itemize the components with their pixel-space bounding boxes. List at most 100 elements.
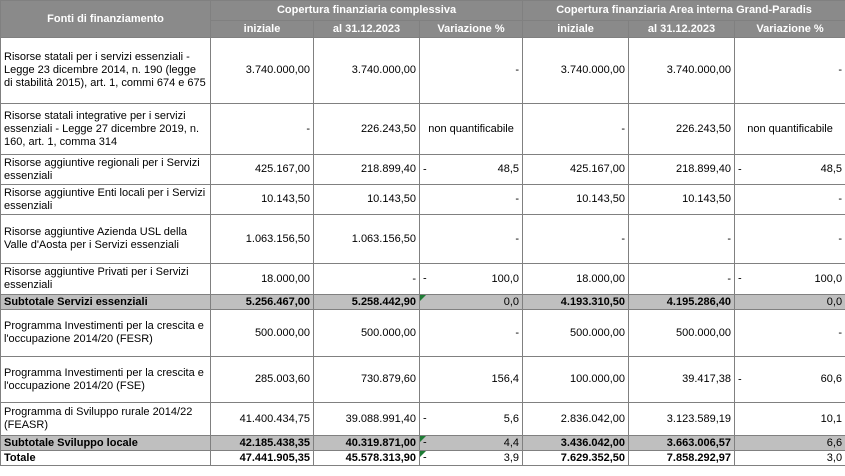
cell-variazione: - 100,0	[734, 263, 845, 295]
cell-variazione: 0,0	[418, 294, 524, 310]
value: -	[515, 193, 520, 205]
negative-sign: -	[423, 436, 427, 449]
row-label: Risorse statali per i servizi essenziali…	[0, 37, 211, 104]
value: 156,4	[491, 373, 520, 385]
negative-sign: -	[423, 412, 427, 425]
cell-iniziale: 10.143,50	[210, 184, 314, 215]
cell-variazione: -	[418, 184, 524, 215]
cell-al-31-12-2023: 3.663.006,57	[628, 435, 736, 451]
cell-al-31-12-2023: 10.143,50	[313, 184, 420, 215]
row-label: Subtotale Servizi essenziali	[0, 294, 211, 310]
subtotal-row: Subtotale Servizi essenziali 5.256.467,0…	[0, 294, 845, 310]
row-label: Risorse aggiuntive regionali per i Servi…	[0, 154, 211, 185]
header-row-label: Fonti di finanziamento	[0, 0, 211, 38]
value: -	[838, 326, 843, 339]
cell-al-31-12-2023: 3.740.000,00	[628, 37, 736, 104]
col-header-iniziale: iniziale	[522, 20, 630, 38]
cell-variazione: -	[734, 37, 845, 104]
negative-sign: -	[738, 163, 742, 175]
cell-iniziale: 7.629.352,50	[522, 450, 630, 466]
value: 6,6	[826, 436, 843, 449]
col-header-variazione: Variazione %	[418, 20, 524, 38]
cell-iniziale: -	[522, 214, 630, 264]
value: 4,4	[503, 436, 520, 449]
cell-variazione: non quantificabile	[734, 103, 845, 155]
cell-comment-marker	[420, 451, 426, 457]
cell-al-31-12-2023: 3.123.589,19	[628, 402, 736, 436]
cell-variazione: -	[734, 184, 845, 215]
financing-table: Fonti di finanziamento Copertura finanzi…	[0, 0, 845, 466]
cell-iniziale: 4.193.310,50	[522, 294, 630, 310]
cell-variazione: -	[418, 37, 524, 104]
cell-al-31-12-2023: 39.417,38	[628, 356, 736, 403]
col-header-iniziale: iniziale	[210, 20, 314, 38]
total-row: Totale 47.441.905,35 45.578.313,90 -3,9 …	[0, 450, 845, 466]
negative-sign: -	[738, 272, 742, 285]
cell-variazione: - 48,5	[418, 154, 524, 185]
table-row: Programma Investimenti per la crescita e…	[0, 356, 845, 403]
value: 60,6	[820, 373, 843, 385]
cell-iniziale: 100.000,00	[522, 356, 630, 403]
cell-iniziale: 10.143,50	[522, 184, 630, 215]
cell-al-31-12-2023: -	[628, 263, 736, 295]
header-row-groups: Fonti di finanziamento Copertura finanzi…	[0, 0, 845, 38]
col-header-variazione: Variazione %	[734, 20, 845, 38]
row-label: Risorse aggiuntive Enti locali per i Ser…	[0, 184, 211, 215]
cell-variazione: 10,1	[734, 402, 845, 436]
cell-variazione: 3,0	[734, 450, 845, 466]
cell-iniziale: 47.441.905,35	[210, 450, 314, 466]
value: non quantificabile	[747, 122, 833, 135]
cell-iniziale: 5.256.467,00	[210, 294, 314, 310]
cell-variazione: - 48,5	[734, 154, 845, 185]
cell-iniziale: 2.836.042,00	[522, 402, 630, 436]
table-row: Risorse statali integrative per i serviz…	[0, 103, 845, 155]
cell-iniziale: 41.400.434,75	[210, 402, 314, 436]
row-label: Risorse aggiuntive Azienda USL della Val…	[0, 214, 211, 264]
cell-iniziale: 1.063.156,50	[210, 214, 314, 264]
cell-al-31-12-2023: 218.899,40	[628, 154, 736, 185]
cell-variazione: - 5,6	[418, 402, 524, 436]
header-row-columns: iniziale al 31.12.2023 Variazione % iniz…	[1, 20, 845, 38]
cell-al-31-12-2023: 1.063.156,50	[313, 214, 420, 264]
cell-variazione: 0,0	[734, 294, 845, 310]
cell-variazione: -	[734, 214, 845, 264]
cell-variazione: - 100,0	[418, 263, 524, 295]
value: 100,0	[491, 272, 520, 285]
cell-variazione: - 60,6	[734, 356, 845, 403]
value: -	[515, 232, 520, 245]
cell-variazione: - 3,9	[418, 450, 524, 466]
value: -	[515, 64, 520, 76]
cell-iniziale: 18.000,00	[210, 263, 314, 295]
cell-variazione: -	[418, 309, 524, 357]
value: non quantificabile	[428, 122, 514, 135]
value: -	[838, 232, 843, 245]
cell-iniziale: 3.740.000,00	[522, 37, 630, 104]
cell-iniziale: 500.000,00	[210, 309, 314, 357]
value: 10,1	[820, 412, 843, 425]
header-group-complessiva: Copertura finanziaria complessiva	[209, 0, 524, 21]
row-label: Programma Investimenti per la crescita e…	[0, 309, 211, 357]
value: 3,9	[503, 451, 520, 464]
cell-variazione: 156,4	[418, 356, 524, 403]
table-row: Risorse aggiuntive Privati per i Servizi…	[0, 263, 845, 295]
value: 48,5	[820, 163, 843, 175]
cell-iniziale: 42.185.438,35	[210, 435, 314, 451]
cell-al-31-12-2023: 500.000,00	[313, 309, 420, 357]
negative-sign: -	[423, 163, 427, 175]
cell-iniziale: 285.003,60	[210, 356, 314, 403]
cell-al-31-12-2023: 226.243,50	[313, 103, 420, 155]
cell-al-31-12-2023: 39.088.991,40	[313, 402, 420, 436]
negative-sign: -	[423, 451, 427, 464]
cell-iniziale: 425.167,00	[210, 154, 314, 185]
row-label: Totale	[0, 450, 211, 466]
row-label: Programma di Sviluppo rurale 2014/22 (FE…	[0, 402, 211, 436]
cell-al-31-12-2023: 7.858.292,97	[628, 450, 736, 466]
col-header-al-31-12-2023: al 31.12.2023	[313, 20, 420, 38]
header-group-grand-paradis: Copertura finanziaria Area interna Grand…	[522, 0, 845, 21]
value: 0,0	[503, 295, 520, 308]
cell-al-31-12-2023: -	[628, 214, 736, 264]
row-label: Subtotale Sviluppo locale	[0, 435, 211, 451]
cell-al-31-12-2023: 4.195.286,40	[628, 294, 736, 310]
cell-al-31-12-2023: 218.899,40	[313, 154, 420, 185]
value: -	[515, 326, 520, 339]
